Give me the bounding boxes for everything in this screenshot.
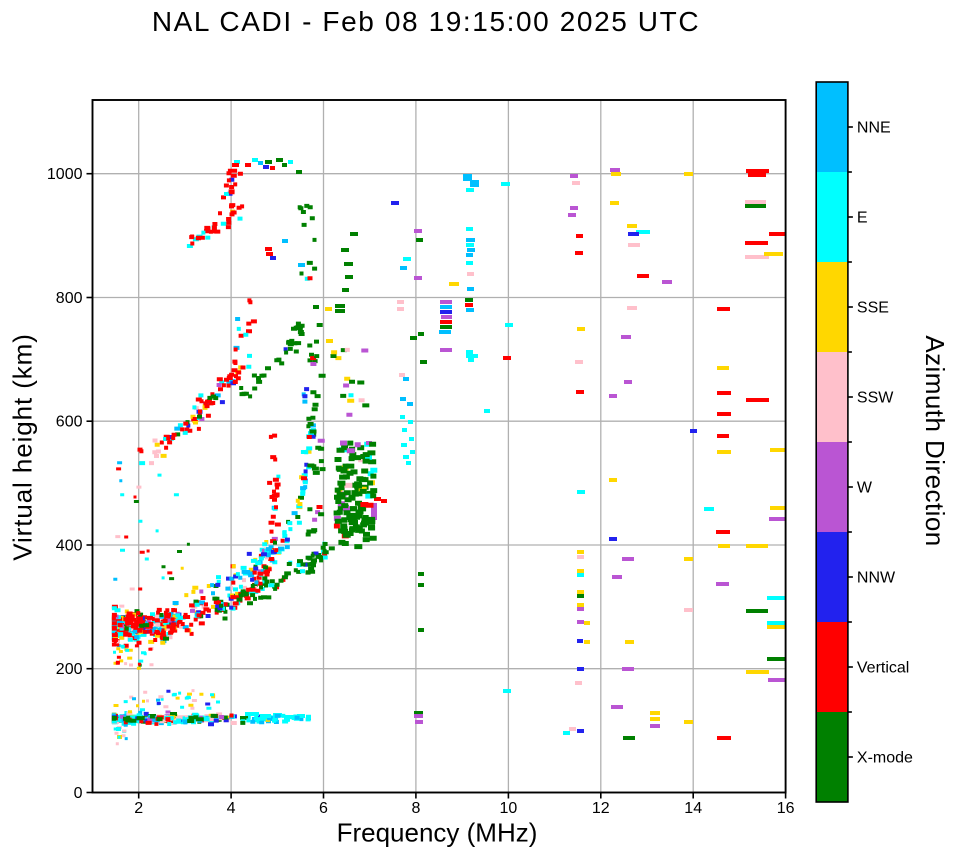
svg-text:1000: 1000 [47, 166, 83, 183]
svg-text:800: 800 [56, 290, 83, 307]
svg-text:6: 6 [319, 800, 328, 817]
svg-text:NAL CADI - Feb 08 19:15:00 202: NAL CADI - Feb 08 19:15:00 2025 UTC [152, 6, 700, 37]
svg-text:Virtual height (km): Virtual height (km) [8, 333, 38, 561]
svg-text:4: 4 [227, 800, 236, 817]
svg-text:Vertical: Vertical [857, 660, 909, 677]
svg-text:W: W [857, 480, 873, 497]
svg-text:X-mode: X-mode [857, 750, 913, 767]
svg-text:14: 14 [684, 800, 702, 817]
svg-text:600: 600 [56, 414, 83, 431]
svg-text:2: 2 [134, 800, 143, 817]
svg-text:SSW: SSW [857, 390, 894, 407]
svg-text:Frequency (MHz): Frequency (MHz) [337, 818, 538, 848]
svg-text:NNE: NNE [857, 120, 891, 137]
svg-text:NNW: NNW [857, 570, 896, 587]
svg-text:0: 0 [74, 785, 83, 802]
svg-text:200: 200 [56, 661, 83, 678]
svg-text:400: 400 [56, 538, 83, 555]
svg-text:12: 12 [592, 800, 610, 817]
svg-text:16: 16 [777, 800, 795, 817]
svg-text:SSE: SSE [857, 300, 889, 317]
svg-text:E: E [857, 210, 868, 227]
svg-text:Azimuth Direction: Azimuth Direction [920, 335, 950, 546]
svg-text:8: 8 [411, 800, 420, 817]
svg-text:10: 10 [500, 800, 518, 817]
